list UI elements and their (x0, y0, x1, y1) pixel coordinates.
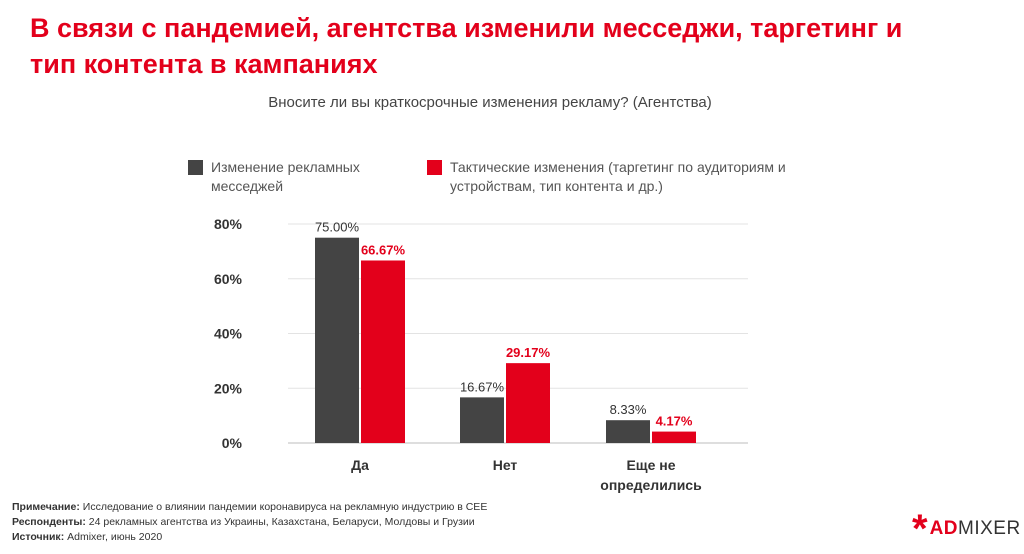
data-label: 8.33% (610, 402, 647, 417)
bar (652, 431, 696, 443)
legend-label-tactical: Тактические изменения (таргетинг по ауди… (450, 159, 786, 194)
category-label: Нет (493, 457, 518, 473)
legend-swatch-messages (188, 160, 203, 175)
page-title: В связи с пандемией, агентства изменили … (30, 13, 903, 79)
footer-respondents: Респонденты: 24 рекламных агентства из У… (12, 516, 475, 528)
bar (606, 420, 650, 443)
admixer-logo: * ADMIXER (912, 507, 1021, 551)
y-tick-label: 0% (222, 435, 243, 451)
footer-source: Источник: Admixer, июнь 2020 (12, 531, 163, 543)
legend-label-messages: Изменение рекламных месседжей (211, 159, 360, 194)
footer-notes: Примечание: Исследование о влиянии панде… (12, 500, 487, 545)
legend-item-messages: Изменение рекламных месседжей (188, 158, 403, 196)
data-label: 4.17% (656, 414, 693, 429)
data-label: 29.17% (506, 345, 551, 360)
y-tick-label: 20% (214, 380, 243, 396)
data-label: 66.67% (361, 242, 406, 257)
bar (361, 260, 405, 443)
bar (506, 363, 550, 443)
bar (460, 397, 504, 443)
chart-subtitle: Вносите ли вы краткосрочные изменения ре… (268, 94, 712, 111)
y-tick-label: 40% (214, 326, 243, 342)
y-tick-label: 60% (214, 271, 243, 287)
footer-note: Примечание: Исследование о влиянии панде… (12, 501, 488, 513)
category-label: Да (351, 457, 369, 473)
bar (315, 237, 359, 443)
legend-swatch-tactical (427, 160, 442, 175)
data-label: 75.00% (315, 220, 360, 235)
data-label: 16.67% (460, 379, 505, 394)
category-label: определились (600, 477, 702, 493)
asterisk-icon: * (912, 507, 928, 551)
brand-name: ADMIXER (929, 518, 1021, 539)
legend-item-tactical: Тактические изменения (таргетинг по ауди… (427, 158, 817, 196)
category-label: Еще не (626, 457, 675, 473)
y-tick-label: 80% (214, 216, 243, 232)
